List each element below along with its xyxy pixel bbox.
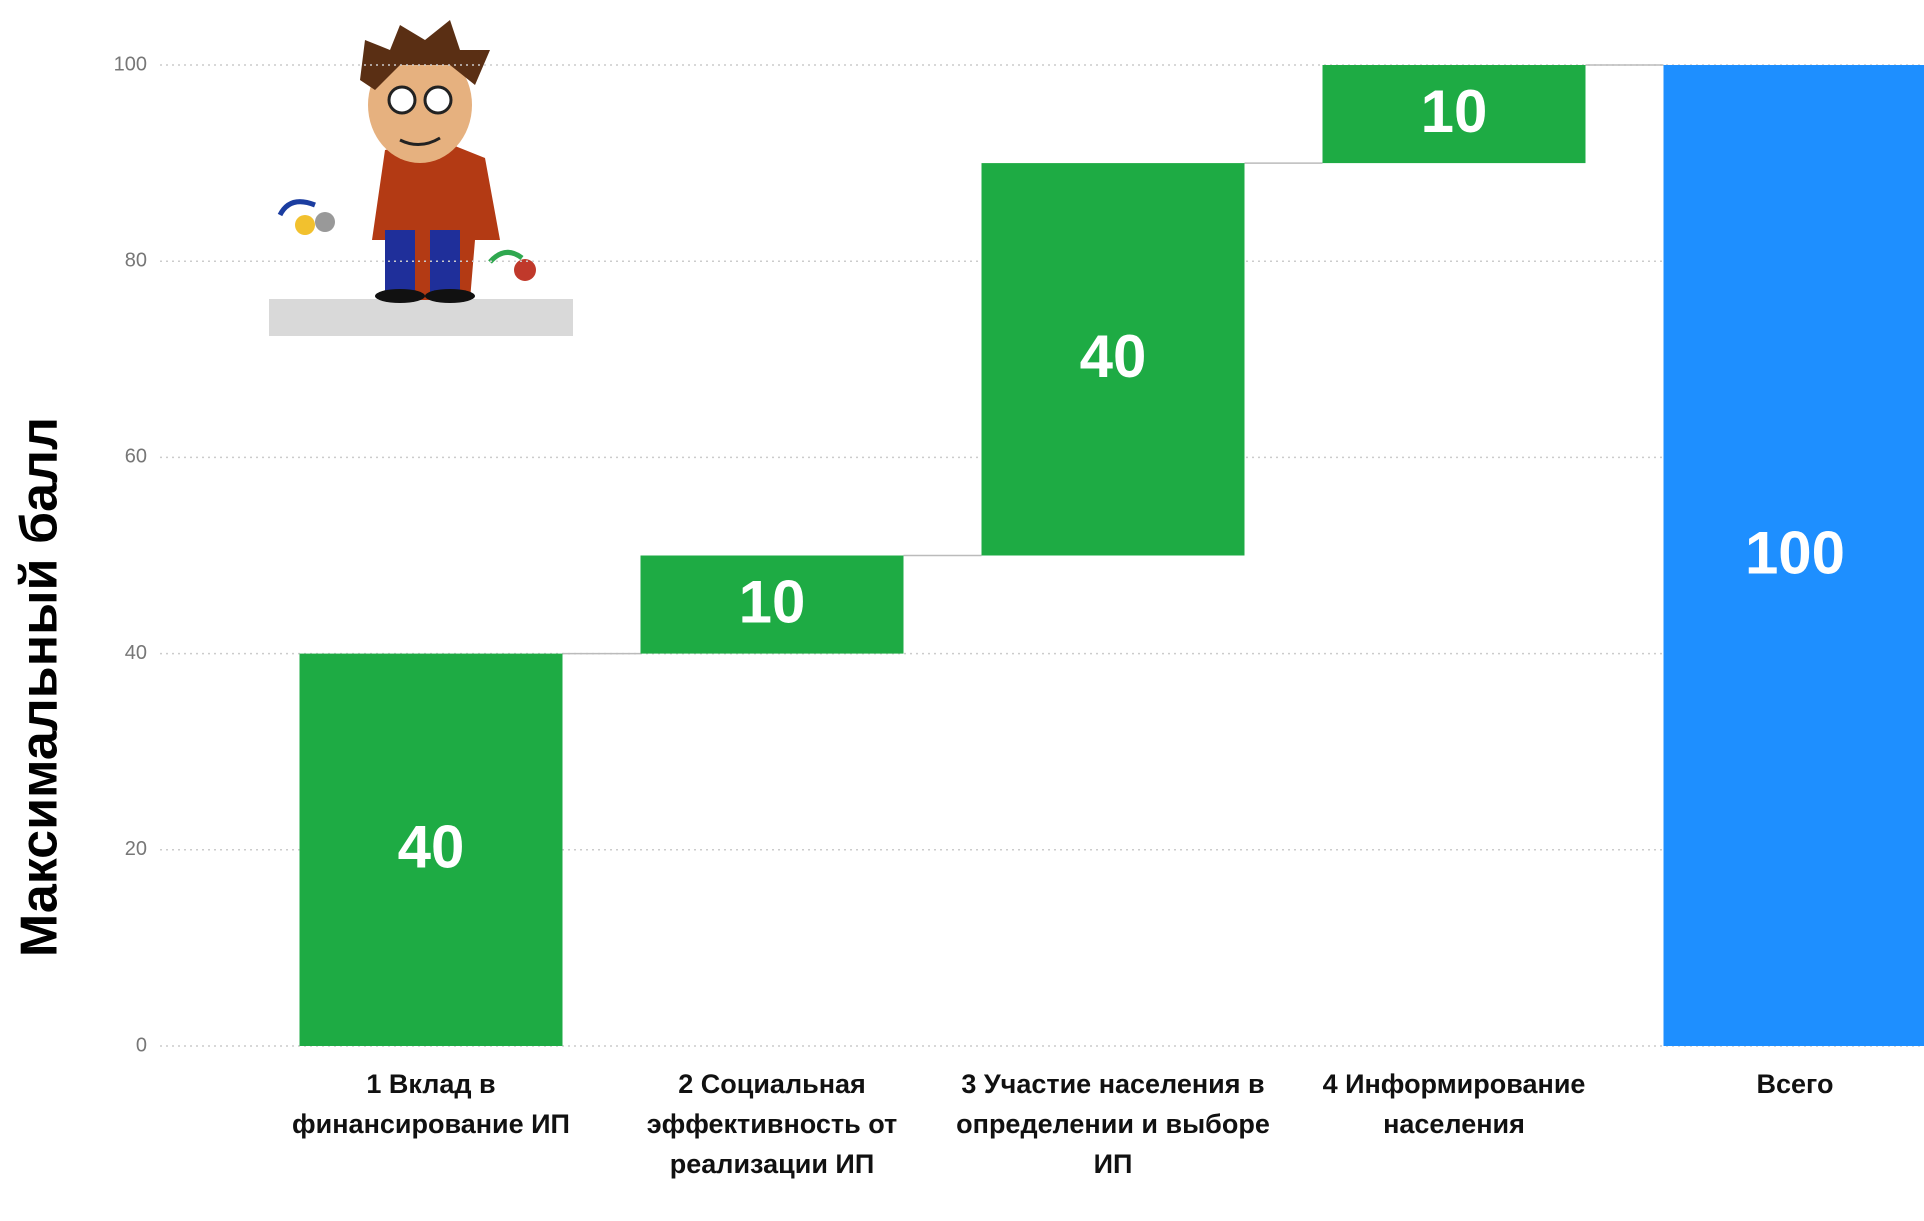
y-tick-label: 0 bbox=[136, 1034, 147, 1056]
data-label: 100 bbox=[1745, 519, 1845, 586]
y-tick-label: 80 bbox=[125, 249, 147, 271]
data-label: 40 bbox=[398, 814, 465, 881]
y-tick-label: 20 bbox=[125, 838, 147, 860]
bar bbox=[299, 653, 563, 1046]
data-label: 40 bbox=[1080, 323, 1147, 390]
x-tick-label: 3 Участие населения в определении и выбо… bbox=[956, 1069, 1270, 1179]
x-tick-label: 1 Вклад в финансирование ИП bbox=[292, 1069, 570, 1139]
bar bbox=[1663, 65, 1924, 1046]
data-label: 10 bbox=[1421, 78, 1488, 145]
x-tick-label: Всего bbox=[1756, 1069, 1834, 1099]
y-tick-label: 40 bbox=[125, 642, 147, 664]
y-tick-label: 60 bbox=[125, 446, 147, 468]
bar bbox=[1322, 65, 1586, 164]
data-label: 10 bbox=[739, 568, 806, 635]
x-tick-label: 2 Социальная эффективность от реализации… bbox=[646, 1069, 898, 1179]
illustration bbox=[269, 20, 573, 336]
x-tick-label: 4 Информирование населения bbox=[1322, 1069, 1586, 1139]
bar bbox=[981, 163, 1245, 556]
bar bbox=[640, 555, 904, 654]
y-tick-label: 100 bbox=[114, 53, 147, 75]
y-axis-title: Максимальный балл bbox=[11, 417, 69, 957]
